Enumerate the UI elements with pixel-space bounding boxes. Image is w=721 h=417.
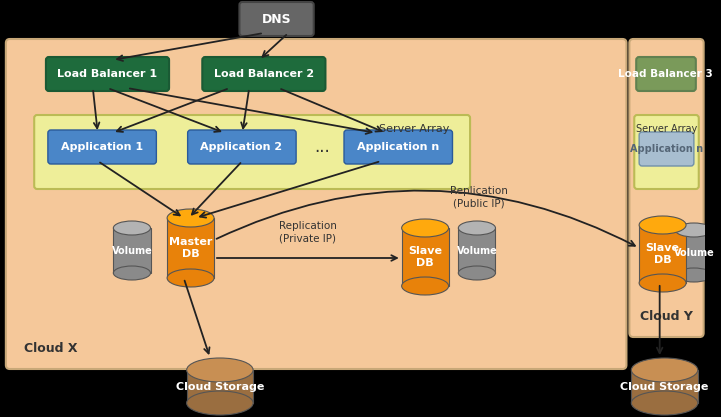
Text: Slave
DB: Slave DB <box>645 243 680 265</box>
Text: Load Balancer 1: Load Balancer 1 <box>58 69 158 79</box>
Text: Server Array: Server Array <box>636 124 697 134</box>
FancyBboxPatch shape <box>6 39 627 369</box>
Text: Application n: Application n <box>630 144 703 154</box>
FancyBboxPatch shape <box>402 228 448 286</box>
Text: Volume: Volume <box>112 246 152 256</box>
FancyBboxPatch shape <box>46 57 169 91</box>
Ellipse shape <box>402 219 448 237</box>
Text: Cloud Storage: Cloud Storage <box>176 382 264 392</box>
FancyBboxPatch shape <box>167 218 214 278</box>
Ellipse shape <box>402 277 448 295</box>
Ellipse shape <box>459 221 495 235</box>
Text: Cloud X: Cloud X <box>25 342 78 355</box>
Ellipse shape <box>676 268 712 282</box>
Text: Load Balancer 3: Load Balancer 3 <box>618 69 713 79</box>
FancyBboxPatch shape <box>344 130 453 164</box>
Text: Application 2: Application 2 <box>200 142 283 152</box>
Ellipse shape <box>113 221 151 235</box>
FancyBboxPatch shape <box>636 57 696 91</box>
Text: Volume: Volume <box>673 248 715 258</box>
FancyBboxPatch shape <box>187 370 253 403</box>
Ellipse shape <box>187 358 253 382</box>
FancyBboxPatch shape <box>34 115 470 189</box>
Text: Replication
(Private IP): Replication (Private IP) <box>279 221 337 243</box>
Text: Slave
DB: Slave DB <box>408 246 442 268</box>
Text: Replication
(Public IP): Replication (Public IP) <box>450 186 508 208</box>
FancyBboxPatch shape <box>632 370 698 403</box>
FancyBboxPatch shape <box>629 39 704 337</box>
Ellipse shape <box>676 223 712 237</box>
Ellipse shape <box>459 266 495 280</box>
Text: Load Balancer 2: Load Balancer 2 <box>214 69 314 79</box>
Ellipse shape <box>639 274 686 292</box>
Text: Server Array: Server Array <box>379 124 450 134</box>
Ellipse shape <box>632 358 698 382</box>
Ellipse shape <box>167 209 214 227</box>
Ellipse shape <box>187 391 253 415</box>
FancyBboxPatch shape <box>639 225 686 283</box>
Text: Master
DB: Master DB <box>169 237 212 259</box>
Text: Cloud Storage: Cloud Storage <box>620 382 709 392</box>
FancyBboxPatch shape <box>676 230 712 275</box>
Text: Application 1: Application 1 <box>61 142 143 152</box>
Text: Application n: Application n <box>357 142 439 152</box>
Ellipse shape <box>167 269 214 287</box>
Ellipse shape <box>639 216 686 234</box>
Text: Volume: Volume <box>456 246 497 256</box>
FancyBboxPatch shape <box>113 228 151 273</box>
FancyBboxPatch shape <box>634 115 699 189</box>
Ellipse shape <box>632 391 698 415</box>
FancyBboxPatch shape <box>639 132 694 166</box>
Text: ...: ... <box>314 138 330 156</box>
FancyBboxPatch shape <box>187 130 296 164</box>
Text: DNS: DNS <box>262 13 291 25</box>
Text: Cloud Y: Cloud Y <box>640 310 693 323</box>
FancyBboxPatch shape <box>459 228 495 273</box>
FancyBboxPatch shape <box>48 130 156 164</box>
FancyBboxPatch shape <box>203 57 325 91</box>
FancyBboxPatch shape <box>239 2 314 36</box>
Ellipse shape <box>113 266 151 280</box>
